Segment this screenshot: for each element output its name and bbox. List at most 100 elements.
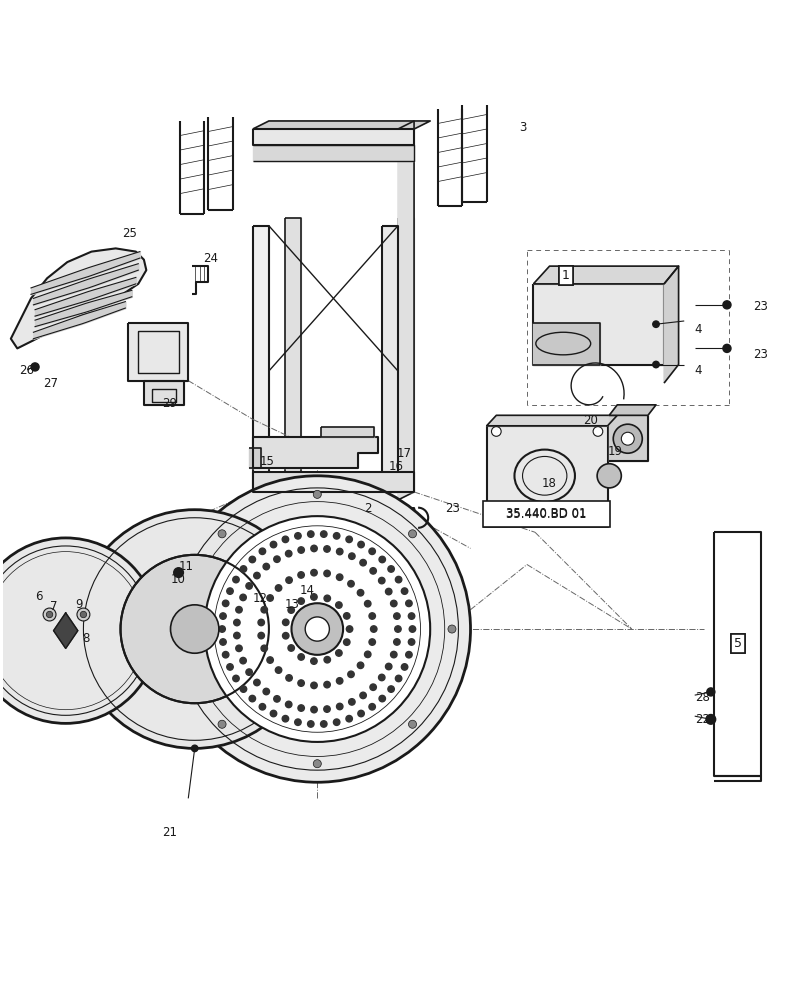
Circle shape bbox=[285, 550, 292, 557]
Polygon shape bbox=[608, 415, 647, 461]
Circle shape bbox=[226, 664, 233, 670]
Circle shape bbox=[220, 613, 226, 619]
Circle shape bbox=[336, 678, 342, 684]
Text: 12: 12 bbox=[252, 592, 268, 605]
Circle shape bbox=[324, 570, 330, 577]
Circle shape bbox=[390, 600, 397, 607]
Text: 25: 25 bbox=[122, 227, 137, 240]
Circle shape bbox=[592, 427, 602, 436]
Text: 20: 20 bbox=[582, 414, 598, 427]
Circle shape bbox=[336, 548, 342, 555]
Circle shape bbox=[178, 625, 187, 633]
Circle shape bbox=[80, 611, 87, 618]
Circle shape bbox=[253, 572, 260, 579]
Circle shape bbox=[385, 588, 392, 595]
Circle shape bbox=[311, 545, 317, 552]
Circle shape bbox=[652, 321, 659, 327]
Circle shape bbox=[409, 626, 415, 632]
Circle shape bbox=[120, 555, 268, 703]
Text: 16: 16 bbox=[388, 460, 403, 473]
Circle shape bbox=[408, 720, 416, 728]
Circle shape bbox=[247, 591, 255, 599]
Text: 19: 19 bbox=[607, 445, 622, 458]
Circle shape bbox=[298, 547, 304, 553]
Circle shape bbox=[260, 606, 267, 613]
Circle shape bbox=[267, 595, 273, 601]
Circle shape bbox=[406, 651, 412, 658]
Circle shape bbox=[220, 639, 226, 645]
Text: 8: 8 bbox=[82, 632, 89, 645]
Text: 24: 24 bbox=[203, 252, 217, 265]
Circle shape bbox=[348, 553, 354, 559]
Circle shape bbox=[282, 715, 288, 722]
Polygon shape bbox=[252, 129, 414, 145]
Text: 1: 1 bbox=[561, 269, 569, 282]
Circle shape bbox=[263, 688, 269, 695]
Circle shape bbox=[408, 530, 416, 538]
Circle shape bbox=[408, 639, 414, 645]
Circle shape bbox=[298, 654, 304, 660]
Circle shape bbox=[259, 704, 265, 710]
Circle shape bbox=[347, 671, 354, 678]
Circle shape bbox=[273, 556, 280, 562]
Circle shape bbox=[285, 577, 292, 583]
Text: 3: 3 bbox=[518, 121, 526, 134]
Circle shape bbox=[596, 464, 620, 488]
Text: 22: 22 bbox=[694, 713, 709, 726]
Circle shape bbox=[313, 490, 321, 498]
Circle shape bbox=[240, 566, 247, 572]
Circle shape bbox=[368, 613, 375, 619]
Circle shape bbox=[379, 556, 385, 563]
Circle shape bbox=[43, 608, 56, 621]
Circle shape bbox=[311, 682, 317, 689]
Polygon shape bbox=[608, 405, 655, 415]
Text: 35.440.BD 01: 35.440.BD 01 bbox=[505, 508, 586, 521]
Text: 29: 29 bbox=[162, 397, 178, 410]
Circle shape bbox=[378, 674, 384, 681]
Circle shape bbox=[364, 651, 371, 658]
Circle shape bbox=[368, 639, 375, 645]
Polygon shape bbox=[397, 218, 414, 492]
Circle shape bbox=[0, 538, 158, 723]
Circle shape bbox=[320, 531, 327, 537]
Polygon shape bbox=[486, 426, 607, 526]
Circle shape bbox=[394, 626, 401, 632]
Circle shape bbox=[358, 710, 364, 717]
Circle shape bbox=[346, 626, 352, 632]
Polygon shape bbox=[397, 121, 414, 500]
Circle shape bbox=[222, 651, 229, 658]
Circle shape bbox=[233, 576, 239, 583]
Circle shape bbox=[77, 608, 90, 621]
Circle shape bbox=[311, 569, 317, 576]
Circle shape bbox=[336, 574, 342, 580]
Circle shape bbox=[343, 639, 350, 645]
Text: 23: 23 bbox=[752, 348, 766, 361]
Circle shape bbox=[260, 645, 267, 652]
Circle shape bbox=[491, 513, 500, 523]
Text: 6: 6 bbox=[35, 590, 42, 603]
Circle shape bbox=[370, 684, 376, 690]
Circle shape bbox=[370, 568, 376, 574]
Circle shape bbox=[258, 632, 264, 639]
Circle shape bbox=[358, 541, 364, 548]
Circle shape bbox=[652, 361, 659, 368]
Polygon shape bbox=[533, 323, 599, 365]
Circle shape bbox=[311, 658, 317, 664]
Circle shape bbox=[345, 536, 352, 543]
Circle shape bbox=[324, 656, 330, 663]
Polygon shape bbox=[252, 472, 414, 492]
Polygon shape bbox=[127, 323, 188, 381]
Circle shape bbox=[311, 594, 317, 600]
Polygon shape bbox=[11, 248, 146, 348]
Polygon shape bbox=[252, 121, 430, 129]
Text: 14: 14 bbox=[299, 584, 314, 597]
Circle shape bbox=[282, 536, 288, 543]
Polygon shape bbox=[533, 266, 678, 284]
Circle shape bbox=[336, 703, 342, 710]
Text: 28: 28 bbox=[694, 691, 709, 704]
Circle shape bbox=[401, 664, 407, 670]
Text: 17: 17 bbox=[396, 447, 411, 460]
Circle shape bbox=[612, 424, 642, 453]
Circle shape bbox=[46, 611, 53, 618]
Circle shape bbox=[345, 715, 352, 722]
